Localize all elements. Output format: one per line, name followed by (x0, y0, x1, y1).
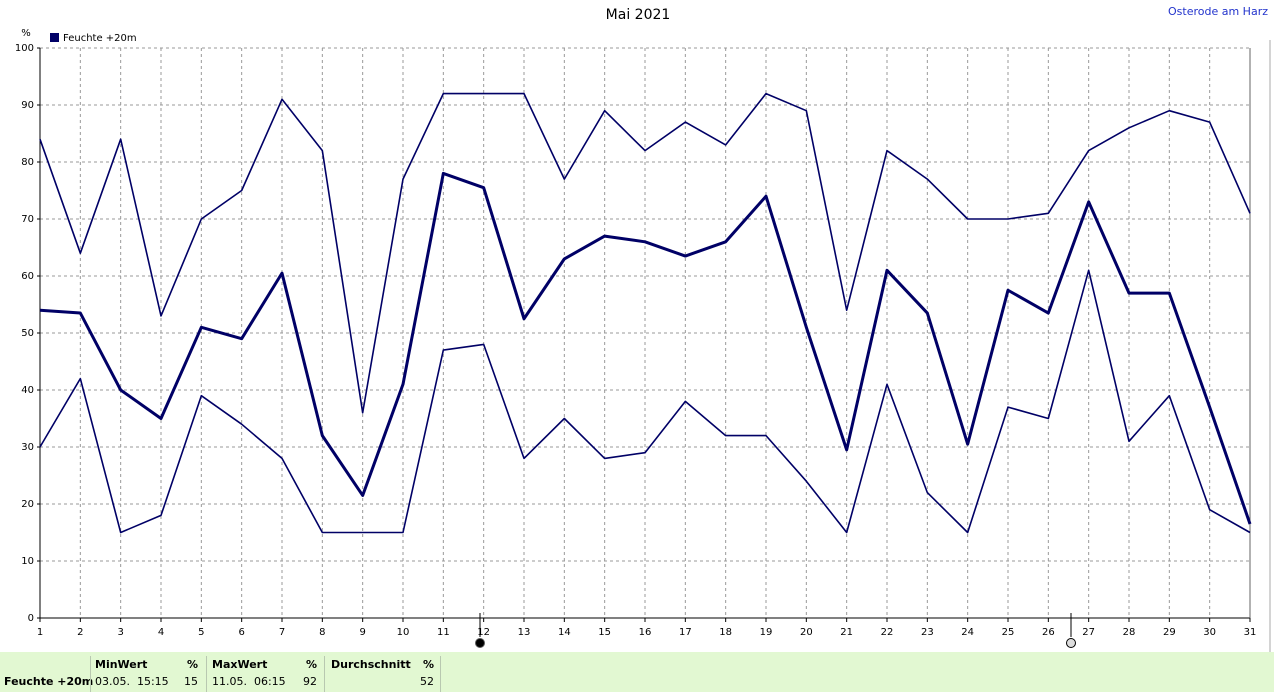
legend-swatch (50, 33, 59, 42)
separator (206, 656, 207, 692)
y-tick-label: 100 (15, 43, 34, 54)
y-tick-label: 80 (21, 157, 34, 168)
column-unit: % (186, 658, 198, 671)
y-tick-label: 90 (21, 100, 34, 111)
separator (90, 656, 91, 692)
y-tick-label: 70 (21, 214, 34, 225)
x-tick-label: 5 (198, 627, 204, 638)
x-tick-label: 13 (518, 627, 531, 638)
location: Osterode am Harz (1168, 5, 1268, 18)
column-header: Durchschnitt (331, 658, 411, 671)
column-time: 11.05. 06:15 (212, 675, 286, 688)
mean-line (39, 171, 1252, 525)
chart: Mai 2021 Osterode am Harz % Feuchte +20m… (15, 5, 1271, 652)
y-tick-label: 40 (21, 385, 34, 396)
x-tick-label: 18 (719, 627, 732, 638)
column-unit: % (305, 658, 317, 671)
row-label: Feuchte +20m (4, 675, 94, 688)
x-tick-label: 4 (158, 627, 164, 638)
x-tick-label: 20 (800, 627, 813, 638)
new-moon (1066, 638, 1076, 648)
x-tick-label: 15 (598, 627, 611, 638)
legend-label: Feuchte +20m (63, 33, 137, 44)
chart-title: Mai 2021 (606, 7, 671, 23)
x-tick-label: 23 (921, 627, 934, 638)
x-tick-label: 14 (558, 627, 571, 638)
x-tick-label: 28 (1123, 627, 1136, 638)
x-tick-label: 1 (37, 627, 43, 638)
y-tick-label: 60 (21, 271, 34, 282)
max-line (39, 92, 1251, 414)
x-tick-label: 22 (881, 627, 894, 638)
x-tick-label: 6 (238, 627, 244, 638)
y-unit: % (21, 28, 31, 39)
column-value: 15 (184, 675, 198, 688)
x-tick-label: 12 (477, 627, 490, 638)
column-value: 92 (303, 675, 317, 688)
x-tick-label: 16 (639, 627, 652, 638)
x-tick-label: 8 (319, 627, 325, 638)
x-tick-label: 29 (1163, 627, 1176, 638)
y-tick-label: 50 (21, 328, 34, 339)
x-tick-label: 10 (397, 627, 410, 638)
column-unit: % (422, 658, 434, 671)
x-tick-label: 27 (1082, 627, 1095, 638)
column-time: 03.05. 15:15 (95, 675, 169, 688)
min-line (39, 269, 1251, 534)
column-value: 52 (420, 675, 434, 688)
full-moon (475, 638, 485, 648)
column-header: MinWert (95, 658, 148, 671)
x-tick-label: 21 (840, 627, 853, 638)
x-tick-label: 7 (279, 627, 285, 638)
x-tick-label: 17 (679, 627, 692, 638)
x-tick-label: 11 (437, 627, 450, 638)
separator (324, 656, 325, 692)
separator (440, 656, 441, 692)
x-tick-label: 19 (760, 627, 773, 638)
column-header: MaxWert (212, 658, 268, 671)
x-tick-label: 30 (1203, 627, 1216, 638)
summary-table: Feuchte +20m MinWert% 03.05. 15:15 15 MaxWe… (0, 652, 1274, 692)
x-tick-label: 9 (359, 627, 365, 638)
y-tick-label: 10 (21, 556, 34, 567)
x-tick-label: 26 (1042, 627, 1055, 638)
x-tick-label: 24 (961, 627, 974, 638)
y-tick-label: 20 (21, 499, 34, 510)
y-tick-label: 30 (21, 442, 34, 453)
x-tick-label: 31 (1244, 627, 1257, 638)
y-tick-label: 0 (28, 613, 34, 624)
x-tick-label: 25 (1002, 627, 1015, 638)
x-tick-label: 3 (117, 627, 123, 638)
x-tick-label: 2 (77, 627, 83, 638)
